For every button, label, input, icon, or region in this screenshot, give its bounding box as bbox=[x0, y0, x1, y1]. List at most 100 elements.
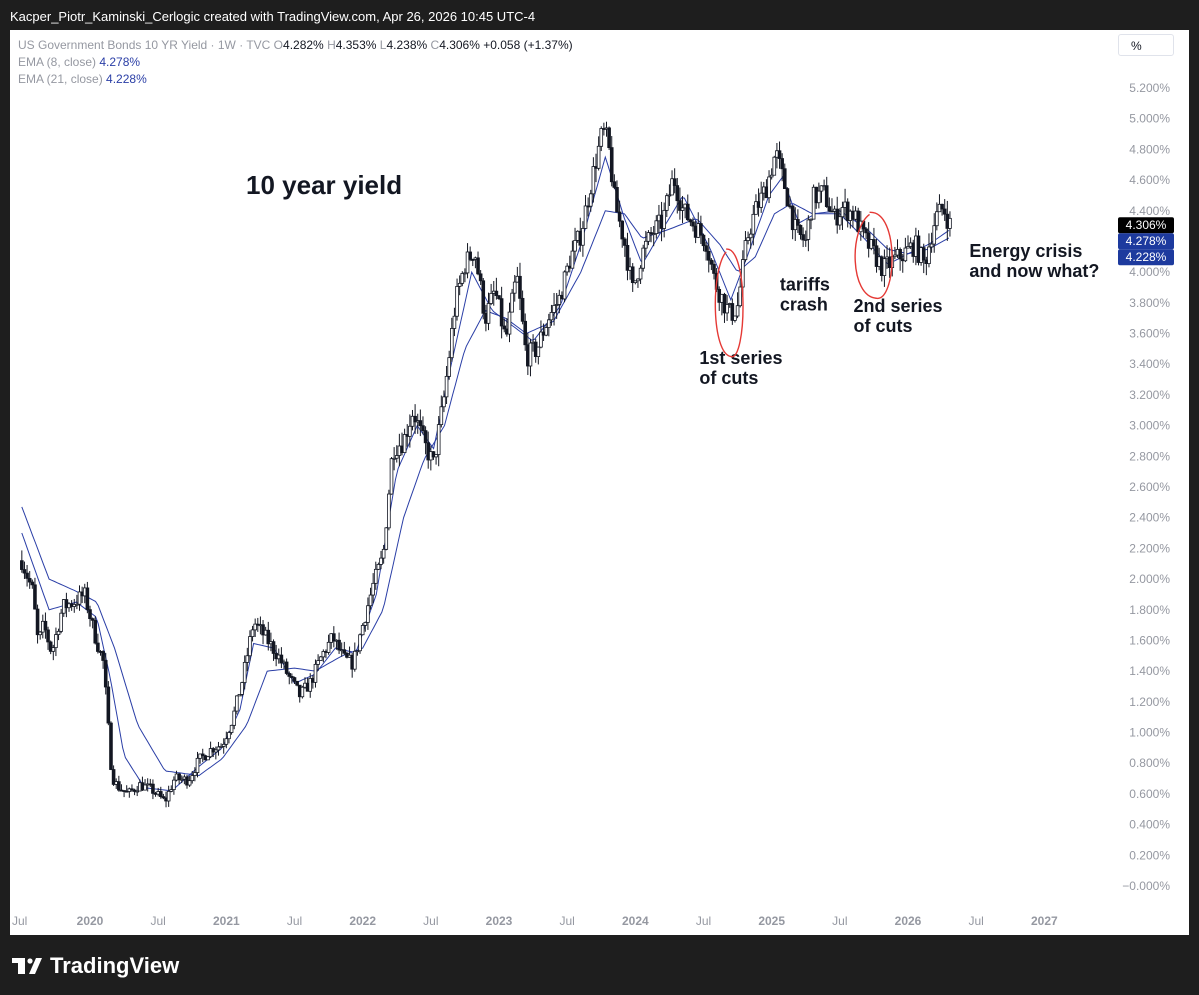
svg-text:4.278%: 4.278% bbox=[1126, 234, 1167, 248]
candle bbox=[72, 598, 77, 613]
candle bbox=[46, 626, 50, 650]
x-tick-label: Jul bbox=[968, 914, 983, 928]
candle bbox=[22, 561, 27, 579]
candle bbox=[101, 650, 105, 669]
candle bbox=[903, 237, 908, 263]
x-tick-label: 2021 bbox=[213, 914, 240, 928]
y-tick-label: 4.600% bbox=[1129, 173, 1170, 187]
candle bbox=[609, 136, 614, 187]
candle bbox=[620, 220, 625, 248]
candle bbox=[785, 187, 790, 207]
candle bbox=[612, 174, 617, 190]
candle bbox=[363, 621, 368, 632]
candle bbox=[798, 224, 803, 240]
candle bbox=[195, 751, 200, 778]
candle bbox=[219, 743, 223, 748]
candle bbox=[332, 626, 336, 648]
candle bbox=[190, 771, 195, 784]
candle bbox=[59, 608, 63, 634]
candle bbox=[151, 779, 155, 800]
candle bbox=[494, 277, 499, 300]
svg-text:4.306%: 4.306% bbox=[1126, 218, 1167, 232]
candle bbox=[221, 738, 226, 754]
candle bbox=[423, 426, 428, 455]
candle bbox=[106, 681, 111, 726]
candle bbox=[599, 126, 604, 152]
candle bbox=[678, 187, 682, 220]
candle bbox=[187, 775, 192, 788]
candle bbox=[583, 195, 588, 229]
candle bbox=[33, 577, 37, 610]
percent-scale-button[interactable]: % bbox=[1118, 34, 1174, 56]
candle bbox=[337, 632, 341, 654]
candle bbox=[326, 634, 331, 655]
x-tick-label: 2022 bbox=[349, 914, 376, 928]
candle bbox=[439, 395, 444, 428]
legend-high-label: H bbox=[327, 38, 336, 52]
candle bbox=[699, 215, 703, 244]
candle bbox=[688, 218, 693, 227]
candle bbox=[25, 564, 29, 587]
x-tick-label: Jul bbox=[423, 914, 438, 928]
legend-ema8-row[interactable]: EMA (8, close) 4.278% bbox=[18, 54, 573, 71]
legend-ema21-row[interactable]: EMA (21, close) 4.228% bbox=[18, 71, 573, 88]
candle bbox=[408, 414, 412, 448]
candle bbox=[940, 203, 944, 216]
candle bbox=[772, 155, 777, 176]
candle bbox=[200, 748, 205, 763]
x-tick-label: Jul bbox=[696, 914, 711, 928]
candle bbox=[376, 562, 381, 571]
candle bbox=[38, 630, 42, 640]
candle bbox=[827, 197, 832, 213]
candle bbox=[817, 182, 821, 209]
candle bbox=[730, 298, 735, 325]
tradingview-brand: TradingView bbox=[50, 953, 180, 978]
candle bbox=[193, 767, 197, 782]
legend-ema8-value: 4.278% bbox=[99, 55, 141, 69]
x-tick-label: 2020 bbox=[77, 914, 104, 928]
chart-annotation: 2nd series of cuts bbox=[853, 296, 942, 336]
candle bbox=[77, 585, 82, 611]
candle bbox=[253, 618, 257, 637]
candle bbox=[767, 170, 771, 204]
price-tag: 4.306% bbox=[1118, 217, 1174, 234]
candle bbox=[796, 209, 800, 233]
candle bbox=[927, 233, 931, 268]
candle bbox=[704, 241, 708, 261]
y-tick-label: 2.800% bbox=[1129, 449, 1170, 463]
candle bbox=[625, 232, 630, 281]
candle bbox=[392, 447, 396, 471]
candle bbox=[893, 246, 897, 260]
y-tick-label: 5.200% bbox=[1129, 81, 1170, 95]
candle bbox=[838, 208, 842, 230]
y-tick-label: 5.000% bbox=[1129, 112, 1170, 126]
candle bbox=[733, 315, 737, 323]
x-tick-label: 2023 bbox=[486, 914, 513, 928]
y-tick-label: 1.400% bbox=[1129, 664, 1170, 678]
candle bbox=[387, 489, 391, 531]
candle bbox=[227, 730, 231, 744]
candle bbox=[536, 346, 541, 365]
candle bbox=[287, 671, 292, 685]
candle bbox=[746, 231, 750, 245]
candle bbox=[208, 741, 213, 759]
chart-canvas[interactable]: 1st series of cuts tariffs crash 2nd series o… bbox=[10, 30, 1189, 935]
candle bbox=[552, 292, 556, 326]
candle bbox=[214, 746, 218, 760]
candle bbox=[512, 274, 517, 302]
chart-frame[interactable]: 1st series of cuts tariffs crash 2nd series o… bbox=[10, 30, 1189, 935]
candle bbox=[581, 221, 585, 257]
candle bbox=[662, 202, 666, 238]
candle bbox=[565, 263, 569, 276]
candle bbox=[355, 650, 360, 656]
candle bbox=[712, 260, 716, 280]
candle bbox=[279, 647, 284, 669]
candle bbox=[418, 409, 423, 437]
candle bbox=[507, 302, 512, 343]
candle bbox=[499, 286, 504, 339]
candle bbox=[670, 170, 674, 196]
candle bbox=[874, 238, 879, 273]
candle bbox=[691, 217, 695, 232]
candle bbox=[88, 605, 92, 627]
legend-symbol[interactable]: US Government Bonds 10 YR Yield · 1W · T… bbox=[18, 38, 271, 52]
